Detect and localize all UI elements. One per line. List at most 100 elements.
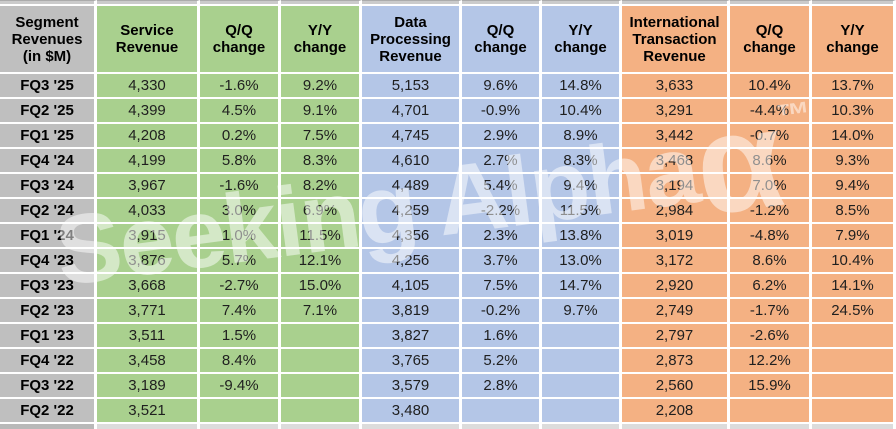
- cell-international-revenue: 2,208: [622, 399, 730, 424]
- cell-service-revenue: 3,511: [97, 324, 200, 349]
- strip-cell: [281, 424, 362, 429]
- cell-data_processing-yy-change: 13.8%: [542, 224, 622, 249]
- cell-data_processing-yy-change: 11.5%: [542, 199, 622, 224]
- row-label: FQ3 '24: [0, 174, 97, 199]
- cell-data_processing-revenue: 4,610: [362, 149, 462, 174]
- row-label: FQ3 '25: [0, 74, 97, 99]
- strip-cell: [730, 424, 812, 429]
- row-label: FQ3 '23: [0, 274, 97, 299]
- cell-data_processing-yy-change: 14.8%: [542, 74, 622, 99]
- strip-cell: [0, 424, 97, 429]
- strip-cell: [812, 0, 896, 6]
- strip-cell: [362, 424, 462, 429]
- strip-cell: [200, 0, 281, 6]
- table-row: FQ3 '22 3,189 -9.4% 3,579 2.8% 2,560 15.9%: [0, 374, 896, 399]
- cell-data_processing-qq-change: -0.9%: [462, 99, 542, 124]
- cell-data_processing-yy-change: [542, 399, 622, 424]
- cell-data_processing-revenue: 4,701: [362, 99, 462, 124]
- cell-data_processing-qq-change: 7.5%: [462, 274, 542, 299]
- cell-service-revenue: 3,189: [97, 374, 200, 399]
- row-label: FQ3 '22: [0, 374, 97, 399]
- table-row: FQ2 '25 4,399 4.5% 9.1% 4,701 -0.9% 10.4% 3,291…: [0, 99, 896, 124]
- cell-international-revenue: 2,797: [622, 324, 730, 349]
- cell-service-qq-change: -9.4%: [200, 374, 281, 399]
- cell-international-qq-change: 10.4%: [730, 74, 812, 99]
- strip-cell: [462, 424, 542, 429]
- cell-international-revenue: 3,442: [622, 124, 730, 149]
- col-header-service-qq-change: Q/Q change: [200, 6, 281, 74]
- cell-service-yy-change: 6.9%: [281, 199, 362, 224]
- cell-data_processing-revenue: 4,745: [362, 124, 462, 149]
- table-row: FQ1 '24 3,915 1.0% 11.5% 4,356 2.3% 13.8% 3,019…: [0, 224, 896, 249]
- cell-international-qq-change: -2.6%: [730, 324, 812, 349]
- cell-service-yy-change: 7.5%: [281, 124, 362, 149]
- cell-data_processing-revenue: 4,489: [362, 174, 462, 199]
- cell-data_processing-yy-change: 14.7%: [542, 274, 622, 299]
- cell-service-qq-change: 7.4%: [200, 299, 281, 324]
- row-label: FQ4 '22: [0, 349, 97, 374]
- table-body: FQ3 '25 4,330 -1.6% 9.2% 5,153 9.6% 14.8% 3,633…: [0, 74, 896, 429]
- cell-data_processing-revenue: 3,765: [362, 349, 462, 374]
- cell-international-yy-change: [812, 374, 896, 399]
- cell-service-qq-change: 0.2%: [200, 124, 281, 149]
- cell-international-revenue: 2,749: [622, 299, 730, 324]
- col-header-service-revenue: Service Revenue: [97, 6, 200, 74]
- strip-cell: [462, 0, 542, 6]
- cell-service-revenue: 3,915: [97, 224, 200, 249]
- table-row: FQ2 '23 3,771 7.4% 7.1% 3,819 -0.2% 9.7% 2,749-…: [0, 299, 896, 324]
- cell-international-yy-change: 24.5%: [812, 299, 896, 324]
- cell-service-revenue: 3,458: [97, 349, 200, 374]
- cell-international-revenue: 2,560: [622, 374, 730, 399]
- cell-international-qq-change: -4.8%: [730, 224, 812, 249]
- cell-data_processing-qq-change: 2.9%: [462, 124, 542, 149]
- cell-international-yy-change: [812, 349, 896, 374]
- cell-data_processing-revenue: 4,356: [362, 224, 462, 249]
- cell-international-yy-change: 8.5%: [812, 199, 896, 224]
- cell-data_processing-qq-change: 2.8%: [462, 374, 542, 399]
- row-label: FQ1 '25: [0, 124, 97, 149]
- cell-service-qq-change: -2.7%: [200, 274, 281, 299]
- cell-data_processing-yy-change: [542, 374, 622, 399]
- cell-data_processing-yy-change: 8.9%: [542, 124, 622, 149]
- strip-cell: [281, 0, 362, 6]
- strip-cell: [200, 424, 281, 429]
- strip-cell: [812, 424, 896, 429]
- cell-data_processing-qq-change: [462, 399, 542, 424]
- cell-data_processing-revenue: 3,827: [362, 324, 462, 349]
- cell-data_processing-revenue: 3,819: [362, 299, 462, 324]
- row-label: FQ2 '22: [0, 399, 97, 424]
- cell-service-yy-change: [281, 374, 362, 399]
- strip-cell: [97, 0, 200, 6]
- cell-service-revenue: 4,199: [97, 149, 200, 174]
- cell-service-qq-change: 4.5%: [200, 99, 281, 124]
- cell-service-yy-change: 7.1%: [281, 299, 362, 324]
- cell-international-yy-change: [812, 324, 896, 349]
- cell-service-yy-change: 11.5%: [281, 224, 362, 249]
- row-label: FQ1 '23: [0, 324, 97, 349]
- col-header-data_processing-revenue: Data Processing Revenue: [362, 6, 462, 74]
- cell-data_processing-yy-change: 9.4%: [542, 174, 622, 199]
- cell-service-yy-change: [281, 399, 362, 424]
- cell-international-yy-change: 13.7%: [812, 74, 896, 99]
- cell-data_processing-revenue: 4,256: [362, 249, 462, 274]
- strip-cell: [542, 0, 622, 6]
- cell-service-qq-change: -1.6%: [200, 174, 281, 199]
- cell-service-revenue: 4,399: [97, 99, 200, 124]
- cell-international-yy-change: [812, 399, 896, 424]
- cell-data_processing-revenue: 4,259: [362, 199, 462, 224]
- cell-data_processing-qq-change: 3.7%: [462, 249, 542, 274]
- cell-international-yy-change: 14.0%: [812, 124, 896, 149]
- col-header-service-yy-change: Y/Y change: [281, 6, 362, 74]
- cell-international-yy-change: 9.4%: [812, 174, 896, 199]
- strip-cell: [0, 0, 97, 6]
- cell-international-qq-change: -4.4%: [730, 99, 812, 124]
- cell-service-revenue: 3,521: [97, 399, 200, 424]
- cell-service-qq-change: [200, 399, 281, 424]
- cell-service-revenue: 4,208: [97, 124, 200, 149]
- table-row: FQ4 '24 4,199 5.8% 8.3% 4,610 2.7% 8.3% 3,468 8.…: [0, 149, 896, 174]
- cropped-row-strip-top: [0, 0, 896, 6]
- cell-service-yy-change: [281, 349, 362, 374]
- col-header-data_processing-qq-change: Q/Q change: [462, 6, 542, 74]
- cell-international-revenue: 3,291: [622, 99, 730, 124]
